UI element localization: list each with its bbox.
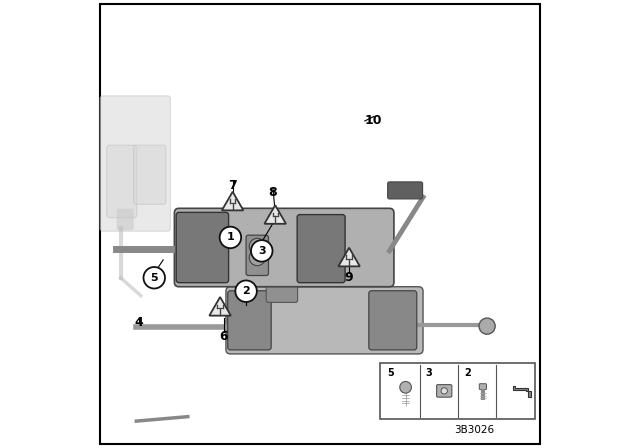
- Circle shape: [249, 250, 266, 266]
- FancyBboxPatch shape: [174, 208, 394, 287]
- Text: 7: 7: [228, 179, 237, 193]
- FancyBboxPatch shape: [266, 278, 298, 302]
- FancyBboxPatch shape: [246, 235, 269, 276]
- Circle shape: [251, 240, 273, 262]
- Circle shape: [479, 318, 495, 334]
- FancyBboxPatch shape: [100, 96, 170, 231]
- Circle shape: [236, 280, 257, 302]
- Polygon shape: [209, 297, 231, 316]
- Text: 2: 2: [464, 368, 471, 378]
- Circle shape: [441, 388, 447, 394]
- Circle shape: [400, 382, 412, 393]
- Text: 3: 3: [258, 246, 266, 256]
- Polygon shape: [513, 385, 531, 397]
- Text: 5: 5: [387, 368, 394, 378]
- Text: 1: 1: [227, 233, 234, 242]
- Text: 10: 10: [365, 114, 383, 128]
- Circle shape: [143, 267, 165, 289]
- FancyBboxPatch shape: [388, 182, 422, 199]
- Text: 3B3026: 3B3026: [454, 425, 495, 435]
- FancyBboxPatch shape: [176, 212, 228, 283]
- FancyBboxPatch shape: [369, 291, 417, 350]
- Bar: [380, 363, 535, 419]
- Text: 5: 5: [150, 273, 158, 283]
- Text: 8: 8: [269, 186, 277, 199]
- FancyBboxPatch shape: [226, 287, 423, 354]
- Text: 3: 3: [426, 368, 432, 378]
- FancyBboxPatch shape: [479, 383, 486, 390]
- Polygon shape: [222, 192, 243, 211]
- FancyBboxPatch shape: [228, 291, 271, 350]
- Circle shape: [249, 238, 266, 254]
- Polygon shape: [339, 248, 360, 267]
- Circle shape: [220, 227, 241, 248]
- Text: 4: 4: [134, 316, 143, 329]
- Text: 6: 6: [220, 329, 228, 343]
- Polygon shape: [264, 205, 286, 224]
- FancyBboxPatch shape: [436, 384, 452, 397]
- FancyBboxPatch shape: [117, 209, 133, 230]
- Text: 9: 9: [345, 271, 353, 284]
- FancyBboxPatch shape: [297, 215, 345, 283]
- Text: 2: 2: [242, 286, 250, 296]
- FancyBboxPatch shape: [134, 145, 166, 204]
- FancyBboxPatch shape: [107, 145, 137, 218]
